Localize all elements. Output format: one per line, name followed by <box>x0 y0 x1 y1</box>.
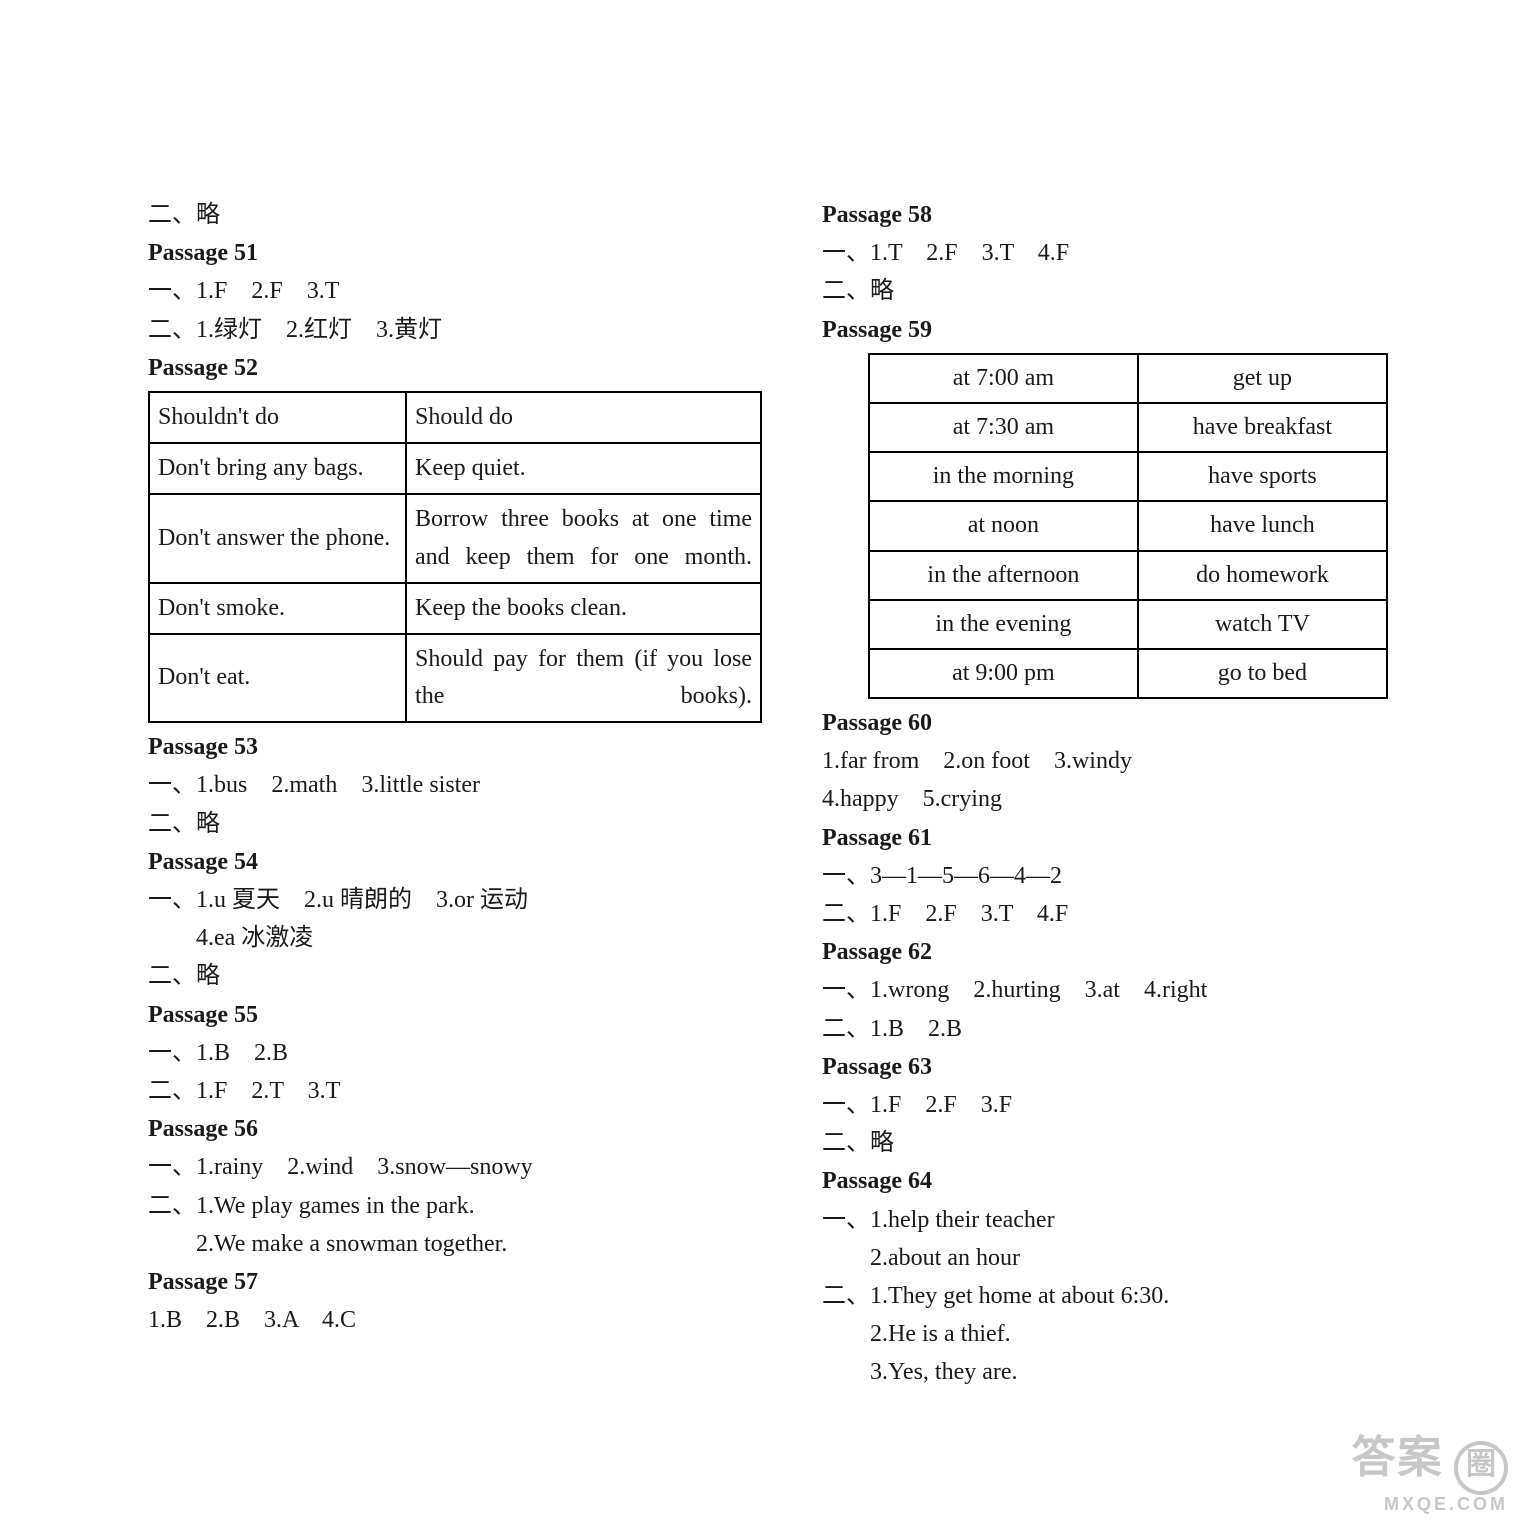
passage-63-title: Passage 63 <box>822 1049 1436 1086</box>
text-line: 一、1.rainy 2.wind 3.snow—snowy <box>148 1149 762 1186</box>
table-row: in the afternoondo homework <box>869 551 1387 600</box>
passage-59-table: at 7:00 amget up at 7:30 amhave breakfas… <box>868 353 1388 699</box>
text-line: 2.He is a thief. <box>822 1316 1436 1353</box>
passage-56-title: Passage 56 <box>148 1111 762 1148</box>
text-line: 一、1.F 2.F 3.T <box>148 273 762 310</box>
table-row: Don't bring any bags. Keep quiet. <box>149 443 761 494</box>
text-line: 一、1.wrong 2.hurting 3.at 4.right <box>822 972 1436 1009</box>
table-row: Don't smoke. Keep the books clean. <box>149 583 761 634</box>
table-cell: at 7:00 am <box>869 354 1138 403</box>
text-line: 一、1.F 2.F 3.F <box>822 1087 1436 1124</box>
text-line: 一、1.bus 2.math 3.little sister <box>148 767 762 804</box>
passage-57-title: Passage 57 <box>148 1264 762 1301</box>
page: 二、略 Passage 51 一、1.F 2.F 3.T 二、1.绿灯 2.红灯… <box>0 0 1536 1536</box>
table-row: at 9:00 pmgo to bed <box>869 649 1387 698</box>
table-cell: have sports <box>1138 452 1387 501</box>
passage-52-table: Shouldn't do Should do Don't bring any b… <box>148 391 762 723</box>
text-line: 2.about an hour <box>822 1240 1436 1277</box>
table-cell: Borrow three books at one time and keep … <box>406 494 761 582</box>
text-line: 一、1.T 2.F 3.T 4.F <box>822 235 1436 272</box>
passage-59-title: Passage 59 <box>822 312 1436 349</box>
table-row: in the morninghave sports <box>869 452 1387 501</box>
table-cell: at 7:30 am <box>869 403 1138 452</box>
passage-62-title: Passage 62 <box>822 934 1436 971</box>
table-cell: Shouldn't do <box>149 392 406 443</box>
table-row: at 7:30 amhave breakfast <box>869 403 1387 452</box>
passage-58-title: Passage 58 <box>822 197 1436 234</box>
table-row: Shouldn't do Should do <box>149 392 761 443</box>
table-cell: get up <box>1138 354 1387 403</box>
text-line: 2.We make a snowman together. <box>148 1226 762 1263</box>
text-line: 二、1.F 2.F 3.T 4.F <box>822 896 1436 933</box>
text-line: 二、1.We play games in the park. <box>148 1188 762 1225</box>
table-cell: Keep the books clean. <box>406 583 761 634</box>
text-line: 二、略 <box>822 273 1436 310</box>
passage-53-title: Passage 53 <box>148 729 762 766</box>
table-cell: Don't bring any bags. <box>149 443 406 494</box>
table-cell: watch TV <box>1138 600 1387 649</box>
table-cell: Don't smoke. <box>149 583 406 634</box>
table-cell: have lunch <box>1138 501 1387 550</box>
passage-52-title: Passage 52 <box>148 350 762 387</box>
table-cell: Keep quiet. <box>406 443 761 494</box>
table-cell: Don't eat. <box>149 634 406 722</box>
right-column: Passage 58 一、1.T 2.F 3.T 4.F 二、略 Passage… <box>822 196 1436 1476</box>
passage-64-title: Passage 64 <box>822 1163 1436 1200</box>
text-line: 二、1.B 2.B <box>822 1011 1436 1048</box>
table-cell: at noon <box>869 501 1138 550</box>
table-cell: have breakfast <box>1138 403 1387 452</box>
table-cell: in the morning <box>869 452 1138 501</box>
text-line: 二、1.They get home at about 6:30. <box>822 1278 1436 1315</box>
table-row: in the eveningwatch TV <box>869 600 1387 649</box>
table-cell: Should pay for them (if you lose the boo… <box>406 634 761 722</box>
text-line: 1.B 2.B 3.A 4.C <box>148 1302 762 1339</box>
watermark: 答案 圈 MXQE.COM <box>1352 1435 1508 1514</box>
text-line: 二、略 <box>822 1125 1436 1162</box>
passage-51-title: Passage 51 <box>148 235 762 272</box>
table-cell: do homework <box>1138 551 1387 600</box>
passage-54-title: Passage 54 <box>148 844 762 881</box>
table-row: Don't eat. Should pay for them (if you l… <box>149 634 761 722</box>
watermark-text: 答案 <box>1352 1433 1444 1482</box>
passage-55-title: Passage 55 <box>148 997 762 1034</box>
text-line: 一、1.u 夏天 2.u 晴朗的 3.or 运动 <box>148 882 762 919</box>
passage-60-title: Passage 60 <box>822 705 1436 742</box>
text-line: 4.ea 冰激凌 <box>148 920 762 957</box>
table-cell: go to bed <box>1138 649 1387 698</box>
table-cell: in the afternoon <box>869 551 1138 600</box>
watermark-url: MXQE.COM <box>1352 1495 1508 1514</box>
text-line: 二、1.F 2.T 3.T <box>148 1073 762 1110</box>
text-line: 1.far from 2.on foot 3.windy <box>822 743 1436 780</box>
table-row: at 7:00 amget up <box>869 354 1387 403</box>
text-line: 二、略 <box>148 197 762 234</box>
text-line: 3.Yes, they are. <box>822 1354 1436 1391</box>
table-row: Don't answer the phone. Borrow three boo… <box>149 494 761 582</box>
text-line: 一、1.help their teacher <box>822 1202 1436 1239</box>
text-line: 一、3—1—5—6—4—2 <box>822 858 1436 895</box>
text-line: 二、略 <box>148 958 762 995</box>
text-line: 一、1.B 2.B <box>148 1035 762 1072</box>
text-line: 二、略 <box>148 806 762 843</box>
table-cell: in the evening <box>869 600 1138 649</box>
text-line: 4.happy 5.crying <box>822 781 1436 818</box>
table-row: at noonhave lunch <box>869 501 1387 550</box>
text-line: 二、1.绿灯 2.红灯 3.黄灯 <box>148 312 762 349</box>
watermark-circle-icon: 圈 <box>1454 1441 1508 1495</box>
left-column: 二、略 Passage 51 一、1.F 2.F 3.T 二、1.绿灯 2.红灯… <box>148 196 762 1476</box>
passage-61-title: Passage 61 <box>822 820 1436 857</box>
table-cell: Should do <box>406 392 761 443</box>
table-cell: Don't answer the phone. <box>149 494 406 582</box>
table-cell: at 9:00 pm <box>869 649 1138 698</box>
